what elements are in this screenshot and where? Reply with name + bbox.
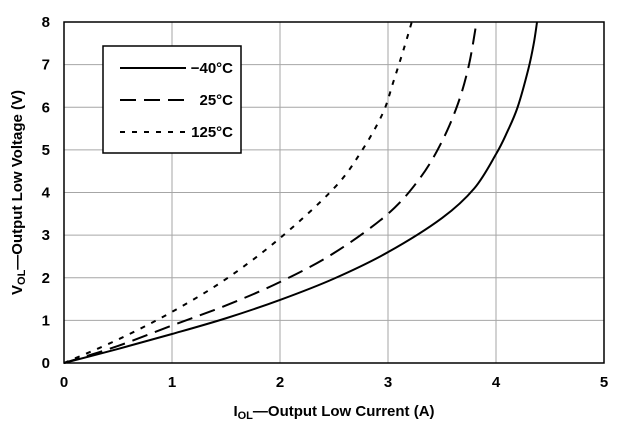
x-tick-label-3: 3 [384,374,392,391]
y-tick-labels: 0 1 2 3 4 5 6 7 8 [42,14,51,372]
series-line-0 [63,21,539,364]
series-line-1 [63,21,478,364]
x-axis-label-rest: —Output Low Current (A) [253,403,435,420]
legend-label-2: 125°C [191,124,233,141]
x-tick-label-4: 4 [492,374,501,391]
x-tick-label-5: 5 [600,374,608,391]
x-tick-labels: 0 1 2 3 4 5 [60,374,608,391]
y-axis-label-rest: —Output Low Voltage (V) [9,90,26,270]
y-axis-label-sub: OL [16,269,28,285]
x-tick-label-0: 0 [60,374,68,391]
x-axis-label-sub: OL [238,410,254,422]
legend-label-0: −40°C [191,60,233,77]
y-axis-label-main: V [9,285,26,295]
y-tick-label-7: 7 [42,57,50,74]
y-tick-label-4: 4 [42,185,51,202]
y-tick-label-3: 3 [42,227,50,244]
x-tick-label-2: 2 [276,374,284,391]
y-tick-label-2: 2 [42,270,50,287]
y-tick-label-6: 6 [42,99,50,116]
legend-label-1: 25°C [199,92,233,109]
x-tick-label-1: 1 [168,374,176,391]
y-axis-label: VOL—Output Low Voltage (V) [9,90,28,295]
y-tick-label-0: 0 [42,355,50,372]
plot-frame [63,21,605,364]
y-tick-label-8: 8 [42,14,50,31]
legend: −40°C 25°C 125°C [102,45,242,154]
y-tick-label-5: 5 [42,142,50,159]
x-axis-label-main: I [233,403,237,420]
series-line-2 [63,21,413,364]
y-tick-label-1: 1 [42,312,50,329]
series-lines [63,21,539,364]
x-axis-label: IOL—Output Low Current (A) [233,403,434,422]
